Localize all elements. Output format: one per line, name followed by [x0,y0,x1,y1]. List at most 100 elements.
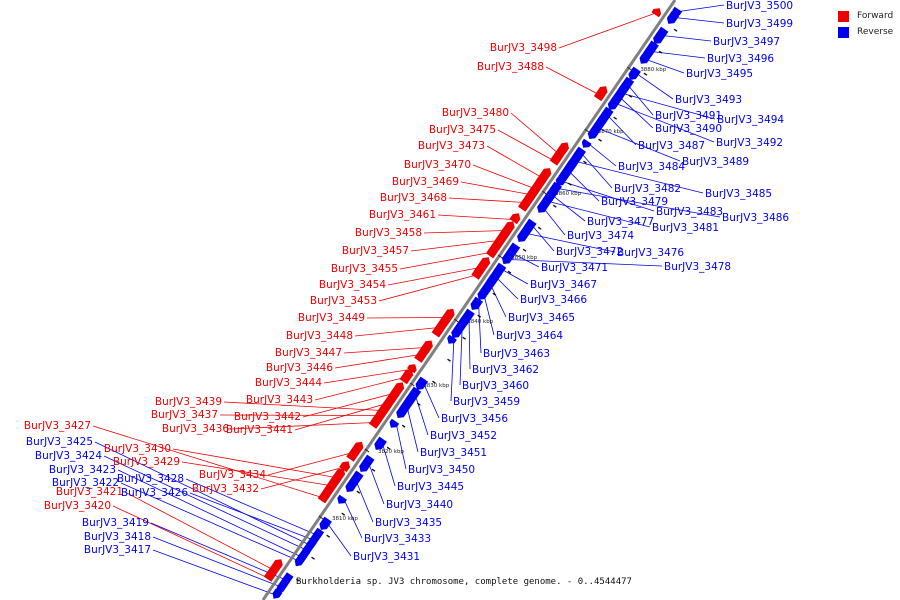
leader-line [510,112,559,154]
legend: Forward Reverse [838,8,893,40]
gene-label: BurJV3_3440 [386,499,453,511]
minor-marker [673,28,678,32]
leader-line [651,51,706,59]
gene-label: BurJV3_3434 [199,469,266,481]
legend-reverse: Reverse [838,24,893,40]
gene-label: BurJV3_3468 [380,192,447,204]
gene-feature [431,316,450,338]
legend-reverse-label: Reverse [857,27,894,37]
gene-label: BurJV3_3490 [655,123,722,135]
gene-label: BurJV3_3489 [682,156,749,168]
gene-features [263,6,683,599]
gene-feature [339,461,350,473]
gene-label: BurJV3_3492 [716,137,783,149]
leader-line [302,393,394,418]
gene-feature [598,106,614,124]
gene-feature [415,376,429,390]
gene-feature [502,254,512,264]
leader-line [410,240,499,252]
leader-line [230,422,374,430]
leader-line [508,259,663,267]
gene-label: BurJV3_3487 [638,140,705,152]
leader-line [543,208,566,236]
gene-feature [317,490,331,504]
leader-line [387,267,481,286]
leader-line [150,522,285,580]
reverse-swatch [838,26,849,38]
gene-label: BurJV3_3480 [442,107,509,119]
leader-line [496,277,519,300]
leader-line [415,395,429,436]
gene-feature [607,96,621,110]
minor-marker [462,336,467,340]
leader-line [576,161,704,194]
gene-label: BurJV3_3498 [490,42,557,54]
gene-feature [337,494,347,504]
gene-feature [477,290,488,300]
gene-label: BurJV3_3447 [275,347,342,359]
leader-line [103,455,306,550]
tick-mark [453,318,459,323]
minor-marker [537,226,542,230]
gene-label: BurJV3_3463 [483,348,550,360]
gene-label: BurJV3_3429 [113,456,180,468]
leader-line [459,327,463,386]
minor-marker [598,138,602,142]
leader-line [545,66,599,95]
gene-label: BurJV3_3432 [192,483,259,495]
leader-line [598,128,681,162]
leader-line [607,115,637,146]
leader-line [674,17,725,24]
gene-label: BurJV3_3495 [686,68,753,80]
gene-feature [628,66,641,80]
leader-line [117,469,301,557]
gene-feature [666,10,680,24]
leader-line [181,461,331,486]
leader-line [662,35,712,42]
minor-marker [507,270,512,274]
gene-label: BurJV3_3464 [496,330,563,342]
gene-label: BurJV3_3500 [726,0,793,12]
gene-label: BurJV3_3470 [404,159,471,171]
gene-feature [374,436,387,450]
gene-label: BurJV3_3427 [24,420,91,432]
gene-label: BurJV3_3446 [266,362,333,374]
gene-label: BurJV3_3426 [121,487,188,499]
leader-line [120,482,298,561]
leader-line [366,317,446,319]
gene-feature [368,414,382,429]
leader-line [112,505,268,578]
tick-label: 3820 kbp [378,449,404,455]
leader-line [124,491,273,570]
gene-label: BurJV3_3420 [44,500,111,512]
leader-line [646,59,685,74]
gene-label: BurJV3_3423 [49,464,116,476]
leader-line [356,481,374,523]
leader-line [382,443,396,487]
gene-label: BurJV3_3417 [84,544,151,556]
gene-feature [345,470,364,492]
leader-lines [92,4,725,595]
gene-feature [549,153,562,166]
leader-line [486,145,543,178]
tick-label: 3810 kbp [332,516,358,522]
leader-line [490,285,507,318]
leader-line [501,269,529,285]
minor-marker [492,292,497,296]
gene-label: BurJV3_3454 [319,279,386,291]
gene-label: BurJV3_3425 [26,436,93,448]
gene-labels: BurJV3_3498 BurJV3_3488 BurJV3_3480 BurJV3_… [24,0,793,563]
gene-label: BurJV3_3461 [369,209,436,221]
minor-marker [371,468,376,472]
gene-feature [399,369,414,385]
gene-label: BurJV3_3449 [298,312,365,324]
gene-feature [396,396,415,418]
leader-line [627,85,654,116]
gene-feature [451,316,470,338]
leader-line [557,188,721,218]
gene-label: BurJV3_3433 [364,533,431,545]
gene-feature [653,26,669,44]
gene-feature [517,224,533,242]
gene-label: BurJV3_3472 [556,246,623,258]
gene-label: BurJV3_3473 [418,140,485,152]
